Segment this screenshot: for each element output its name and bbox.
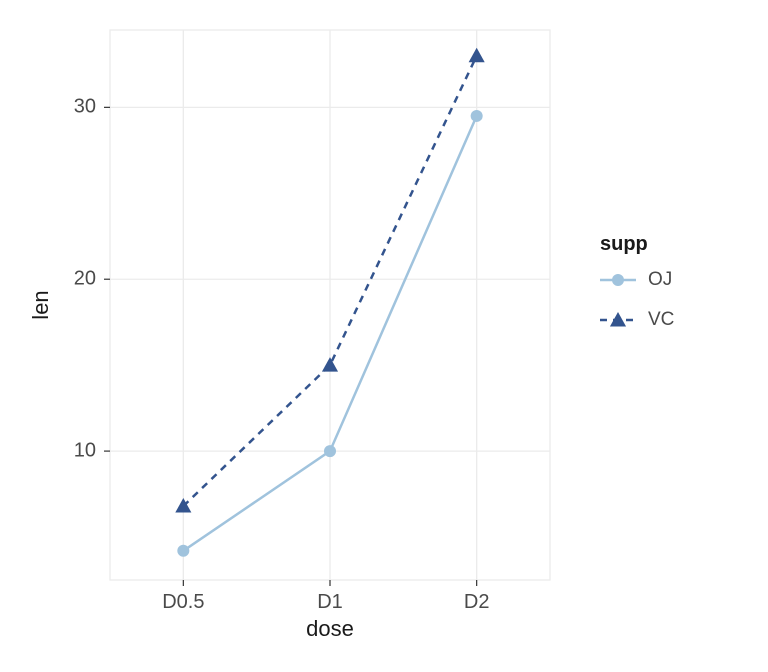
x-tick-label: D0.5 xyxy=(162,591,204,613)
x-tick-label: D2 xyxy=(464,591,490,613)
y-tick-label: 20 xyxy=(74,268,96,290)
legend-item-label: VC xyxy=(648,309,674,330)
legend-title: supp xyxy=(600,233,648,255)
y-tick-label: 10 xyxy=(74,439,96,461)
y-tick-label: 30 xyxy=(74,96,96,118)
y-axis-label: len xyxy=(28,290,53,319)
line-chart: 10 20 30 D0.5 D1 D2 len dose suppOJ VC xyxy=(0,0,768,672)
chart-svg: 10 20 30 D0.5 D1 D2 len dose suppOJ VC xyxy=(0,0,768,672)
legend-item-label: OJ xyxy=(648,269,672,290)
x-axis-label: dose xyxy=(306,616,354,641)
x-tick-label: D1 xyxy=(317,591,343,613)
